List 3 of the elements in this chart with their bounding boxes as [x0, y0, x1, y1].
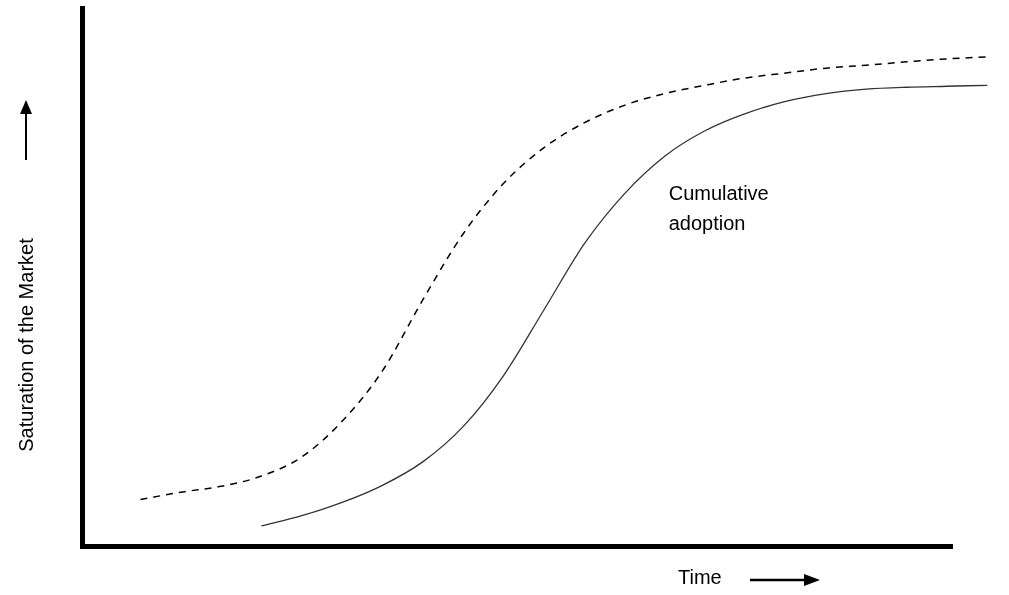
series-label: Cumulative adoption — [668, 181, 769, 234]
x-axis-title: Time — [678, 566, 722, 589]
y-axis-title: Saturation of the Market — [14, 238, 38, 452]
